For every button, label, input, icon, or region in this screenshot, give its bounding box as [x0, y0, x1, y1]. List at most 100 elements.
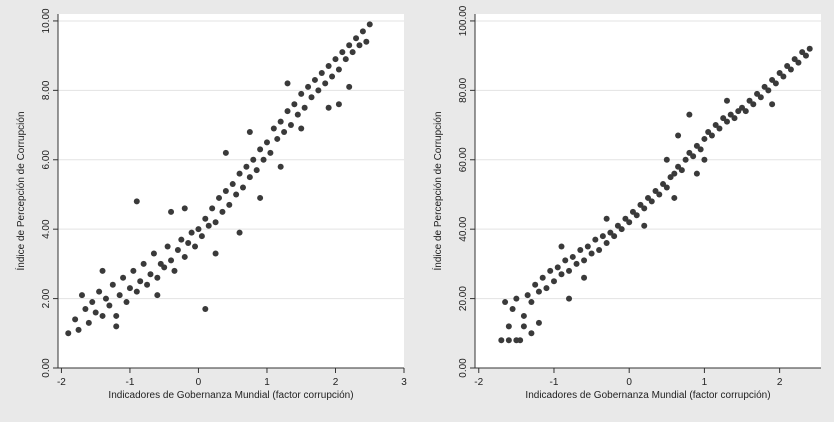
scatter-point	[301, 104, 308, 111]
scatter-point	[222, 149, 229, 156]
scatter-point	[92, 309, 99, 316]
scatter-point	[566, 295, 573, 302]
scatter-point	[202, 306, 209, 312]
scatter-point	[325, 63, 332, 70]
scatter-point	[229, 181, 236, 188]
scatter-point	[550, 278, 557, 285]
scatter-point	[102, 295, 109, 302]
scatter-point	[75, 326, 82, 333]
scatter-point	[731, 115, 738, 122]
scatter-point	[618, 226, 625, 233]
scatter-point	[154, 292, 161, 299]
scatter-point	[353, 35, 360, 42]
x-tick-label: 0	[626, 377, 632, 388]
scatter-point	[517, 337, 524, 344]
scatter-point	[281, 129, 288, 135]
scatter-point	[633, 212, 640, 219]
scatter-point	[346, 42, 353, 49]
scatter-point	[566, 267, 573, 274]
scatter-point	[520, 323, 527, 330]
y-tick-label: 100.00	[458, 5, 469, 36]
scatter-point	[626, 219, 633, 226]
scatter-point	[750, 101, 757, 108]
scatter-point	[277, 118, 284, 125]
scatter-point	[562, 257, 569, 264]
scatter-point	[505, 323, 512, 330]
scatter-point	[144, 281, 151, 288]
scatter-point	[599, 233, 606, 240]
y-tick-label: 8.00	[41, 80, 52, 100]
scatter-point	[216, 194, 223, 201]
scatter-point	[335, 66, 342, 73]
scatter-point	[558, 243, 565, 250]
plot-area	[475, 14, 821, 368]
scatter-point	[257, 146, 264, 153]
scatter-point	[686, 111, 693, 118]
x-tick-label: 0	[196, 377, 202, 388]
scatter-point	[233, 191, 240, 198]
x-tick-label: -2	[474, 377, 483, 388]
scatter-point	[188, 229, 195, 236]
scatter-point	[716, 125, 723, 132]
scatter-point	[569, 253, 576, 260]
scatter-point	[202, 215, 209, 222]
scatter-point	[109, 281, 116, 288]
y-tick-label: 20.00	[458, 286, 469, 311]
scatter-point	[366, 21, 373, 28]
scatter-point	[349, 49, 356, 56]
scatter-point	[198, 233, 205, 240]
scatter-point	[284, 80, 291, 87]
scatter-point	[212, 250, 219, 257]
scatter-point	[133, 288, 140, 295]
scatter-point	[558, 271, 565, 278]
scatter-point	[250, 156, 257, 163]
scatter-point	[498, 337, 505, 344]
scatter-point	[708, 132, 715, 139]
scatter-point	[181, 253, 188, 260]
scatter-point	[137, 278, 144, 285]
scatter-point	[584, 243, 591, 250]
scatter-point	[308, 94, 315, 101]
y-tick-label: 40.00	[458, 216, 469, 241]
scatter-point	[116, 292, 123, 299]
scatter-point	[573, 260, 580, 267]
chart-panel-right: 0.00 20.00 40.00 60.00 80.00 100.00 -2 -1 0 1 2 Ind…	[417, 0, 834, 422]
scatter-point	[154, 274, 161, 281]
plot-area	[58, 14, 404, 368]
scatter-point	[528, 299, 535, 306]
x-axis-title: Indicadores de Gobernanza Mundial (facto…	[525, 390, 770, 401]
scatter-point	[520, 312, 527, 319]
scatter-point	[675, 132, 682, 139]
scatter-point	[543, 285, 550, 292]
x-axis-title: Indicadores de Gobernanza Mundial (facto…	[108, 390, 353, 401]
scatter-point	[253, 167, 260, 174]
scatter-point	[780, 73, 787, 80]
scatter-point	[277, 163, 284, 170]
scatter-point	[298, 90, 305, 97]
x-tick-label: 3	[401, 377, 407, 388]
chart-panel-left: 0.00 2.00 4.00 6.00 8.00 10.00 -2 -1 0 1 2 3 Indicad…	[14, 8, 407, 401]
scatter-point	[236, 170, 243, 177]
scatter-point	[120, 274, 127, 281]
scatter-point	[161, 264, 168, 271]
scatter-point	[96, 288, 103, 295]
scatter-point	[106, 302, 113, 309]
scatter-point	[509, 306, 516, 312]
scatter-point	[611, 233, 618, 240]
scatter-point	[671, 170, 678, 177]
scatter-point	[260, 156, 267, 163]
scatter-point	[757, 94, 764, 101]
scatter-point	[236, 229, 243, 236]
scatter-point	[212, 219, 219, 226]
y-axis-title: Índice de Percepción de Corrupción	[431, 112, 444, 271]
scatter-point	[765, 87, 772, 94]
y-tick-label: 60.00	[458, 147, 469, 172]
scatter-chart-left: 0.00 2.00 4.00 6.00 8.00 10.00 -2 -1 0 1 2 3 Indicad…	[14, 8, 407, 401]
scatter-point	[168, 257, 175, 264]
scatter-point	[603, 215, 610, 222]
scatter-point	[246, 129, 253, 135]
scatter-point	[322, 80, 329, 87]
scatter-point	[140, 260, 147, 267]
scatter-point	[298, 125, 305, 132]
scatter-point	[133, 198, 140, 205]
